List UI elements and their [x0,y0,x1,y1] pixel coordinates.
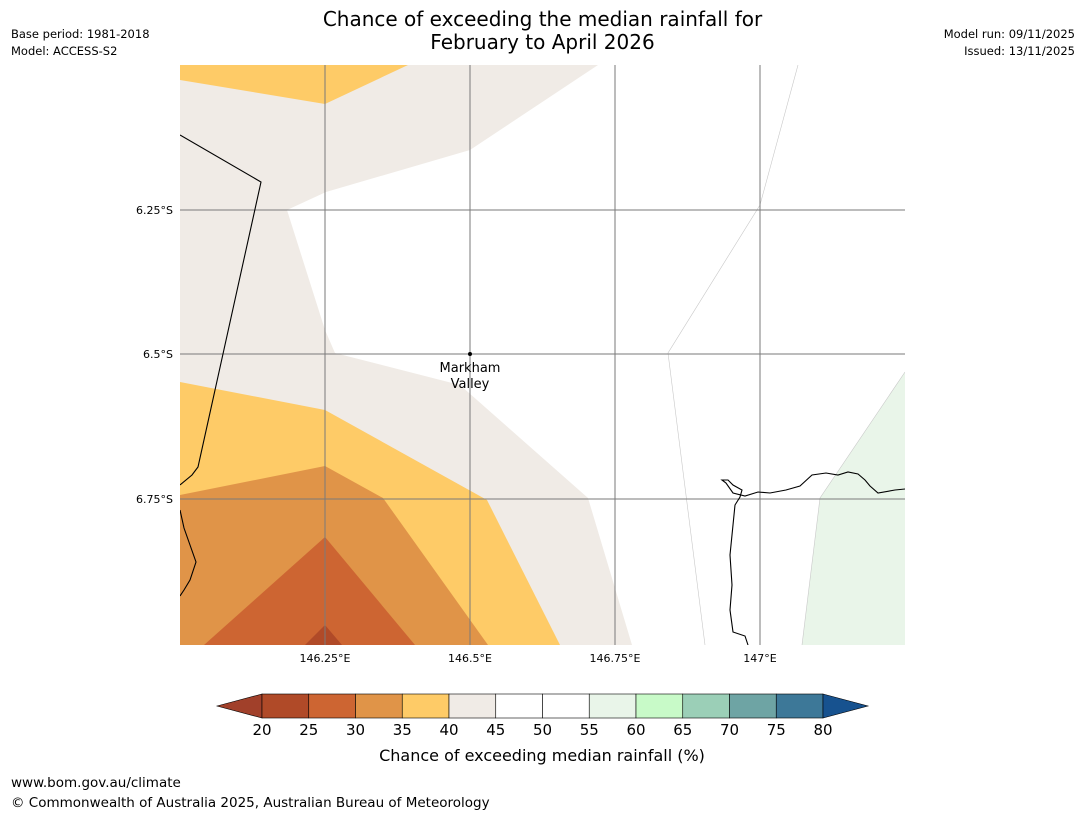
footer-copyright: © Commonwealth of Australia 2025, Austra… [11,795,490,811]
colorbar-bin [261,693,310,719]
model-run: Model run: 09/11/2025 [943,27,1075,41]
colorbar-tick-label: 30 [346,721,365,739]
colorbar-bin [682,693,730,719]
colorbar-ticks: 20 25 30 35 40 45 50 55 60 65 70 75 80 [252,721,832,739]
colorbar-bin [775,693,824,719]
region-55-60 [802,372,905,645]
colorbar-tick-label: 40 [439,721,458,739]
map-panel [180,65,905,645]
colorbar-tick-label: 60 [626,721,645,739]
colorbar-bin [308,693,356,719]
place-dot [468,352,472,356]
colorbar-bins [261,693,824,719]
lat-label: 6.25°S [136,204,173,217]
lon-label: 146.25°E [300,652,351,665]
huon-gulf-coast [720,471,905,645]
colorbar-tick-label: 45 [486,721,505,739]
colorbar-tick-label: 80 [813,721,832,739]
lat-labels: 6.25°S 6.5°S 6.75°S [136,204,173,506]
chart-title: Chance of exceeding the median rainfall … [0,8,1085,54]
colorbar-bin [542,693,590,719]
meta-left: Base period: 1981-2018 Model: ACCESS-S2 [11,26,150,60]
lon-label: 146.5°E [448,652,492,665]
colorbar-tick-label: 65 [673,721,692,739]
colorbar-extend-above [822,693,870,719]
lon-label: 146.75°E [590,652,641,665]
title-line-1: Chance of exceeding the median rainfall … [322,7,763,31]
colorbar-bin [495,693,543,719]
colorbar-bin [448,693,497,719]
colorbar-tick-label: 25 [299,721,318,739]
colorbar: 20 25 30 35 40 45 50 55 60 65 70 75 80 Chance of exc… [215,693,870,765]
base-period: Base period: 1981-2018 [11,27,150,41]
place-label-line-2: Valley [451,377,490,392]
region-20-25 [305,625,342,645]
colorbar-bin [355,693,403,719]
colorbar-tick-label: 50 [533,721,552,739]
lat-label: 6.75°S [136,493,173,506]
lon-labels: 146.25°E 146.5°E 146.75°E 147°E [300,652,777,665]
model-name: Model: ACCESS-S2 [11,44,118,58]
region-25-30 [204,537,415,645]
colorbar-tick-label: 20 [252,721,271,739]
lon-label: 147°E [743,652,776,665]
colorbar-tick-label: 75 [767,721,786,739]
colorbar-tick-label: 55 [580,721,599,739]
colorbar-bin [588,693,637,719]
footer-url[interactable]: www.bom.gov.au/climate [11,775,181,791]
border-line [180,134,262,486]
region-35-40 [180,65,408,104]
issued-date: Issued: 13/11/2025 [964,44,1075,58]
colorbar-bin [635,693,684,719]
meta-right: Model run: 09/11/2025 Issued: 13/11/2025 [944,26,1075,60]
place-marker: Markham Valley [440,352,501,392]
colorbar-label: Chance of exceeding median rainfall (%) [379,746,705,765]
coastline [180,134,905,645]
graticule [180,65,905,645]
lat-label: 6.5°S [143,348,173,361]
title-line-2: February to April 2026 [430,30,655,54]
place-label-line-1: Markham [440,361,501,376]
colorbar-extend-below [215,693,263,719]
colorbar-bin [729,693,777,719]
west-coast [180,509,197,597]
colorbar-bin [401,693,450,719]
colorbar-tick-label: 35 [393,721,412,739]
colorbar-tick-label: 70 [720,721,739,739]
